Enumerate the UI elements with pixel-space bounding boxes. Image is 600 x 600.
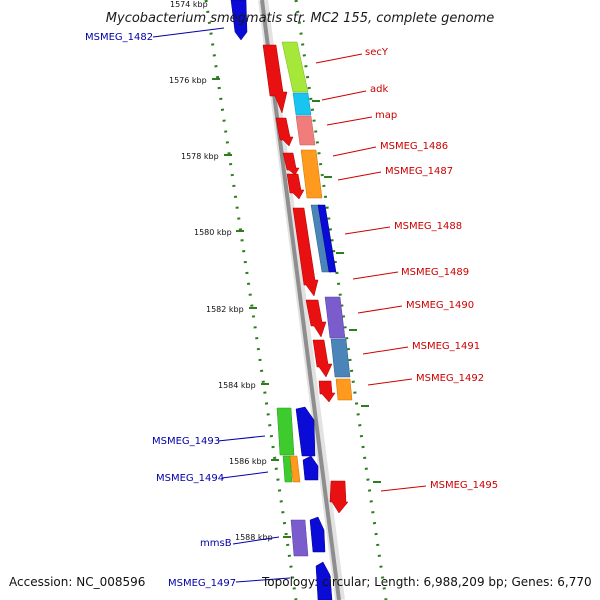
reverse-gene-labels: MSMEG_1482 MSMEG_1493 MSMEG_1494 mmsB MS… xyxy=(85,32,236,589)
tick-label: 1580 kbp xyxy=(194,228,232,237)
tick-label: 1588 kbp xyxy=(235,533,273,542)
gene-label[interactable]: mmsB xyxy=(200,538,232,549)
gene-label[interactable]: MSMEG_1488 xyxy=(394,221,462,232)
map-title: Mycobacterium smegmatis str. MC2 155, co… xyxy=(106,11,494,26)
gene-label[interactable]: MSMEG_1489 xyxy=(401,267,469,278)
gene-secY[interactable] xyxy=(281,41,309,93)
cds-arrow[interactable] xyxy=(329,480,349,514)
cds-arrow[interactable] xyxy=(292,207,319,297)
gene-label[interactable]: adk xyxy=(370,84,388,95)
gene-msmeg-1497[interactable] xyxy=(315,561,333,600)
reverse-leader-lines xyxy=(152,27,291,583)
gene-msmeg-1494b[interactable] xyxy=(289,455,301,483)
forward-gene-track xyxy=(281,41,353,401)
gene-label[interactable]: MSMEG_1497 xyxy=(168,578,236,589)
gene-msmeg-1482[interactable] xyxy=(230,0,248,41)
cds-arrow[interactable] xyxy=(312,339,333,378)
gene-adk[interactable] xyxy=(292,92,312,116)
gene-label[interactable]: MSMEG_1494 xyxy=(156,473,224,484)
ruler-ticks xyxy=(212,78,381,538)
gene-msmeg-1487[interactable] xyxy=(300,149,323,199)
ruler-labels: 1574 kbp 1576 kbp 1578 kbp 1580 kbp 1582… xyxy=(169,0,273,542)
forward-cds-track xyxy=(262,44,349,514)
tick-label: 1586 kbp xyxy=(229,457,267,466)
gene-msmeg-1494a[interactable] xyxy=(282,455,293,483)
gene-label[interactable]: MSMEG_1487 xyxy=(385,166,453,177)
gene-label[interactable]: MSMEG_1482 xyxy=(85,32,153,43)
tick-label: 1576 kbp xyxy=(169,76,207,85)
gene-label[interactable]: MSMEG_1492 xyxy=(416,373,484,384)
gene-label[interactable]: MSMEG_1495 xyxy=(430,480,498,491)
tick-label: 1578 kbp xyxy=(181,152,219,161)
cds-arrow[interactable] xyxy=(305,299,327,338)
gene-msmeg-1488b[interactable] xyxy=(317,204,337,273)
genome-info-text: Topology: circular; Length: 6,988,209 bp… xyxy=(261,575,592,589)
gene-label[interactable]: map xyxy=(375,110,397,121)
gene-msmeg-1492[interactable] xyxy=(335,378,353,401)
accession-text: Accession: NC_008596 xyxy=(9,575,145,589)
gene-map[interactable] xyxy=(295,115,316,146)
gene-msmeg-1491[interactable] xyxy=(330,338,351,378)
gene-msmeg-1493b[interactable] xyxy=(295,406,316,457)
gene-label[interactable]: MSMEG_1486 xyxy=(380,141,448,152)
reverse-gene-track xyxy=(230,0,333,600)
gene-msmeg-1494c[interactable] xyxy=(302,455,319,481)
cds-arrow[interactable] xyxy=(318,380,336,403)
genome-backbone xyxy=(258,0,345,600)
gene-mmsB[interactable] xyxy=(290,519,309,557)
gene-mmsB-arrow[interactable] xyxy=(309,516,326,553)
cds-arrow[interactable] xyxy=(282,152,300,176)
cds-arrow[interactable] xyxy=(262,44,288,114)
cds-arrow[interactable] xyxy=(286,173,305,200)
gene-msmeg-1490[interactable] xyxy=(324,296,346,339)
gene-label[interactable]: MSMEG_1490 xyxy=(406,300,474,311)
forward-leader-lines xyxy=(315,53,427,492)
gene-label[interactable]: MSMEG_1493 xyxy=(152,436,220,447)
gene-label[interactable]: secY xyxy=(365,47,389,58)
gene-msmeg-1493a[interactable] xyxy=(276,407,295,456)
tick-label: 1582 kbp xyxy=(206,305,244,314)
tick-label: 1584 kbp xyxy=(218,381,256,390)
cds-arrow[interactable] xyxy=(275,117,294,147)
forward-gene-labels: secY adk map MSMEG_1486 MSMEG_1487 MSMEG… xyxy=(365,47,498,491)
tick-label: 1574 kbp xyxy=(170,0,208,9)
gene-label[interactable]: MSMEG_1491 xyxy=(412,341,480,352)
